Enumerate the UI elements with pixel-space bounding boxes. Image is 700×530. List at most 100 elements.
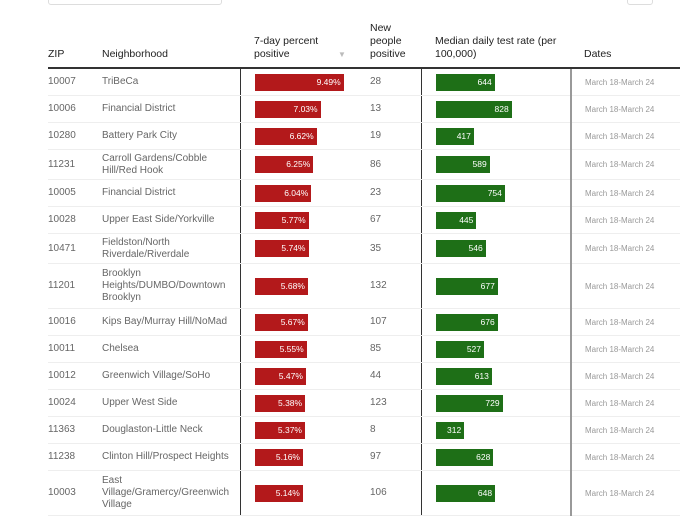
percent-cell: 5.74% [239, 233, 370, 264]
neighborhood-cell: Greenwich Village/SoHo [102, 362, 240, 390]
table-row: 11363 Douglaston-Little Neck 5.37% 8 312 Marc… [48, 416, 680, 444]
zip-cell: 10012 [48, 362, 102, 390]
menu-button[interactable] [627, 0, 653, 5]
neighborhood-cell: Battery Park City [102, 122, 240, 150]
rate-bar: 729 [435, 394, 503, 412]
rate-cell: 312 [420, 416, 571, 444]
dates-cell: March 18-March 24 [570, 389, 680, 417]
percent-cell: 6.04% [239, 179, 370, 207]
sort-down-icon[interactable]: ▼ [338, 50, 346, 59]
neighborhood-cell: Douglaston-Little Neck [102, 416, 240, 444]
percent-cell: 7.03% [239, 95, 370, 123]
table-row: 10016 Kips Bay/Murray Hill/NoMad 5.67% 107 6… [48, 308, 680, 336]
zip-cell: 11363 [48, 416, 102, 444]
percent-bar: 6.25% [254, 156, 314, 173]
dates-cell: March 18-March 24 [570, 308, 680, 336]
new-positive-cell: 97 [370, 443, 421, 471]
header-percent-label: 7-day percent positive [254, 35, 319, 60]
search-input[interactable] [48, 0, 222, 5]
dates-cell: March 18-March 24 [570, 206, 680, 234]
rate-cell: 445 [420, 206, 571, 234]
table-row: 10471 Fieldston/North Riverdale/Riverdale… [48, 233, 680, 264]
percent-bar: 5.47% [254, 367, 306, 385]
dates-cell: March 18-March 24 [570, 95, 680, 123]
table-row: 11238 Clinton Hill/Prospect Heights 5.16% 9… [48, 443, 680, 471]
rate-bar: 828 [435, 100, 512, 118]
rate-bar: 589 [435, 156, 490, 173]
rate-cell: 589 [420, 149, 571, 180]
header-dates[interactable]: Dates [571, 22, 680, 69]
header-percent[interactable]: 7-day percent positive ▼ [240, 22, 370, 69]
rate-bar: 677 [435, 277, 498, 295]
percent-cell: 5.47% [239, 362, 370, 390]
rate-cell: 648 [420, 470, 571, 516]
rate-bar: 527 [435, 340, 484, 358]
dates-cell: March 18-March 24 [570, 470, 680, 516]
percent-cell: 6.62% [239, 122, 370, 150]
table-row: 10280 Battery Park City 6.62% 19 417 March 18… [48, 122, 680, 150]
new-positive-cell: 23 [370, 179, 421, 207]
rate-bar: 417 [435, 127, 474, 145]
zip-cell: 10471 [48, 233, 102, 264]
zip-cell: 11201 [48, 263, 102, 309]
dates-cell: March 18-March 24 [570, 335, 680, 363]
rate-bar: 312 [435, 421, 465, 439]
percent-bar: 7.03% [254, 100, 321, 118]
neighborhood-cell: Financial District [102, 179, 240, 207]
new-positive-cell: 35 [370, 233, 421, 264]
percent-cell: 5.68% [239, 263, 370, 309]
table-row: 10024 Upper West Side 5.38% 123 729 March 18-… [48, 389, 680, 417]
table-row: 10003 East Village/Gramercy/Greenwich Vil… [48, 470, 680, 516]
new-positive-cell: 67 [370, 206, 421, 234]
percent-cell: 6.25% [239, 149, 370, 180]
percent-cell: 5.55% [239, 335, 370, 363]
zip-cell: 11238 [48, 443, 102, 471]
neighborhood-cell: Brooklyn Heights/DUMBO/Downtown Brooklyn [102, 263, 240, 309]
rate-bar: 613 [435, 367, 492, 385]
table-row: 11201 Brooklyn Heights/DUMBO/Downtown Bro… [48, 263, 680, 309]
new-positive-cell: 107 [370, 308, 421, 336]
rate-cell: 677 [420, 263, 571, 309]
neighborhood-cell: Chelsea [102, 335, 240, 363]
neighborhood-cell: Financial District [102, 95, 240, 123]
dates-cell: March 18-March 24 [570, 149, 680, 180]
new-positive-cell: 8 [370, 416, 421, 444]
new-positive-cell: 28 [370, 68, 421, 96]
percent-cell: 5.38% [239, 389, 370, 417]
header-new[interactable]: New people positive [370, 22, 421, 69]
new-positive-cell: 85 [370, 335, 421, 363]
new-positive-cell: 123 [370, 389, 421, 417]
rate-cell: 613 [420, 362, 571, 390]
zip-cell: 10024 [48, 389, 102, 417]
table-row: 11231 Carroll Gardens/Cobble Hill/Red Hoo… [48, 149, 680, 180]
new-positive-cell: 106 [370, 470, 421, 516]
zip-cell: 10028 [48, 206, 102, 234]
header-neighborhood[interactable]: Neighborhood [102, 22, 240, 69]
rate-cell: 676 [420, 308, 571, 336]
neighborhood-cell: Clinton Hill/Prospect Heights [102, 443, 240, 471]
rate-cell: 527 [420, 335, 571, 363]
new-positive-cell: 86 [370, 149, 421, 180]
percent-bar: 9.49% [254, 73, 344, 91]
percent-cell: 5.67% [239, 308, 370, 336]
percent-bar: 6.04% [254, 184, 312, 202]
zip-cell: 11231 [48, 149, 102, 180]
header-rate[interactable]: Median daily test rate (per 100,000) [421, 22, 571, 69]
rate-cell: 754 [420, 179, 571, 207]
percent-bar: 5.14% [254, 484, 303, 502]
percent-bar: 5.38% [254, 394, 306, 412]
percent-bar: 5.16% [254, 448, 303, 466]
zip-cell: 10006 [48, 95, 102, 123]
header-row: ZIP Neighborhood 7-day percent positive ▼… [48, 22, 680, 69]
table-row: 10028 Upper East Side/Yorkville 5.77% 67 445… [48, 206, 680, 234]
table-row: 10011 Chelsea 5.55% 85 527 March 18-March 24 [48, 335, 680, 363]
dates-cell: March 18-March 24 [570, 443, 680, 471]
new-positive-cell: 44 [370, 362, 421, 390]
percent-bar: 5.77% [254, 211, 309, 229]
rate-bar: 628 [435, 448, 494, 466]
neighborhood-cell: Fieldston/North Riverdale/Riverdale [102, 233, 240, 264]
dates-cell: March 18-March 24 [570, 179, 680, 207]
percent-cell: 5.14% [239, 470, 370, 516]
percent-bar: 5.37% [254, 421, 305, 439]
header-zip[interactable]: ZIP [48, 22, 102, 69]
